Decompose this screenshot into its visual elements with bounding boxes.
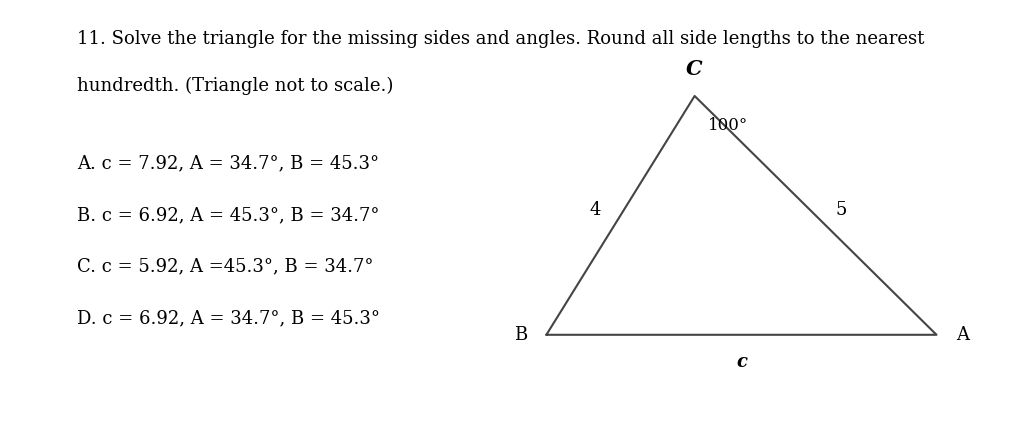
Text: A. c = 7.92, A = 34.7°, B = 45.3°: A. c = 7.92, A = 34.7°, B = 45.3° <box>77 154 379 172</box>
Text: C. c = 5.92, A =45.3°, B = 34.7°: C. c = 5.92, A =45.3°, B = 34.7° <box>77 257 374 275</box>
Text: 4: 4 <box>589 201 600 219</box>
Text: B: B <box>514 326 527 344</box>
Text: A: A <box>956 326 969 344</box>
Text: 11. Solve the triangle for the missing sides and angles. Round all side lengths : 11. Solve the triangle for the missing s… <box>77 30 925 48</box>
Text: C: C <box>686 59 702 79</box>
Text: D. c = 6.92, A = 34.7°, B = 45.3°: D. c = 6.92, A = 34.7°, B = 45.3° <box>77 309 380 327</box>
Text: B. c = 6.92, A = 45.3°, B = 34.7°: B. c = 6.92, A = 45.3°, B = 34.7° <box>77 206 380 224</box>
Text: 5: 5 <box>835 201 847 219</box>
Text: 100°: 100° <box>709 117 749 134</box>
Text: hundredth. (Triangle not to scale.): hundredth. (Triangle not to scale.) <box>77 77 393 96</box>
Text: c: c <box>736 353 747 371</box>
